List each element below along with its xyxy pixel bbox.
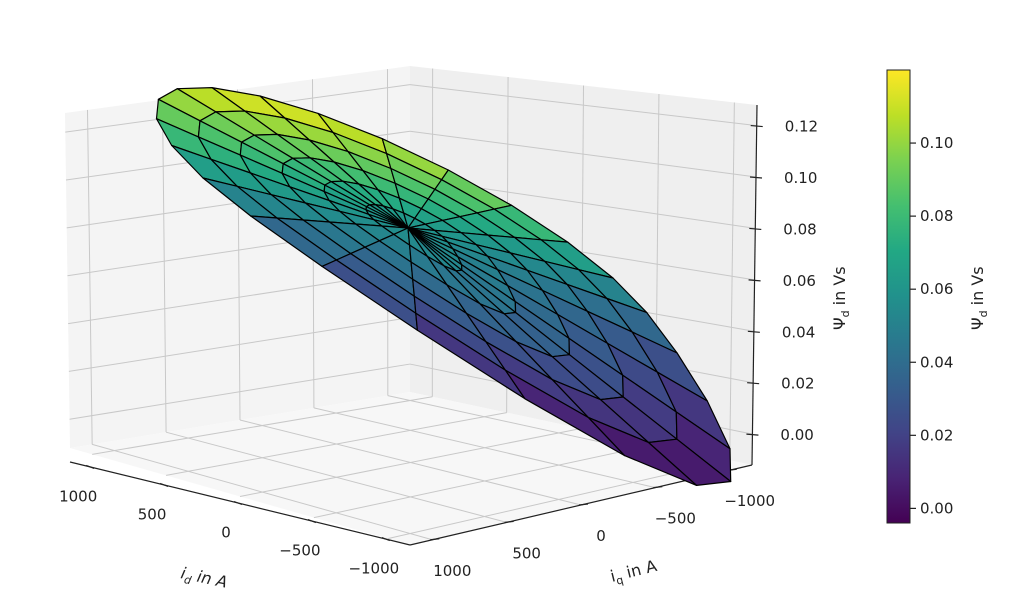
y-tick-label: −1000 — [724, 492, 775, 510]
colorbar-tick-label: 0.06 — [920, 280, 953, 298]
surface-face — [587, 417, 698, 486]
y-tick-label: 500 — [512, 544, 541, 562]
x-tick-label: −500 — [279, 542, 320, 560]
colorbar-tick-label: 0.02 — [920, 426, 953, 444]
z-tick-label: 0.06 — [783, 272, 816, 290]
z-tick-label: 0.02 — [781, 375, 814, 393]
z-tick-label: 0.12 — [785, 118, 818, 136]
colorbar-gradient — [886, 69, 911, 524]
z-tick-label: 0.08 — [783, 220, 816, 238]
colorbar-tick-label: 0.00 — [920, 499, 953, 517]
x-tick-label: 500 — [138, 505, 167, 523]
z-tick-label: 0.10 — [784, 169, 817, 187]
x-tick-label: −1000 — [348, 560, 399, 578]
y-tick-label: 0 — [596, 527, 606, 545]
y-axis-label: iq in A — [608, 556, 659, 589]
z-tick-label: 0.04 — [782, 323, 815, 341]
y-tick-label: −500 — [655, 510, 696, 528]
z-axis-label: Ψd in Vs — [830, 266, 852, 330]
x-tick-label: 0 — [221, 524, 231, 542]
surface-mesh — [155, 86, 732, 486]
tick-labels: 1000 500 0 −500 −1000 1000 500 0 −500 −1000 0.00 0.… — [59, 118, 818, 580]
colorbar-ticks: 0.00 0.02 0.04 0.06 0.08 0.10 — [910, 134, 953, 517]
colorbar-tick-label: 0.10 — [920, 134, 953, 152]
x-tick-label: 1000 — [59, 487, 97, 505]
colorbar-tick-label: 0.04 — [920, 353, 953, 371]
colorbar-label: Ψd in Vs — [968, 266, 990, 330]
z-tick-label: 0.00 — [780, 426, 813, 444]
colorbar: 0.00 0.02 0.04 0.06 0.08 0.10 Ψd in Vs — [886, 69, 990, 524]
y-tick-label: 1000 — [433, 562, 471, 580]
x-axis-label: id in A — [179, 563, 230, 594]
colorbar-tick-label: 0.08 — [920, 207, 953, 225]
